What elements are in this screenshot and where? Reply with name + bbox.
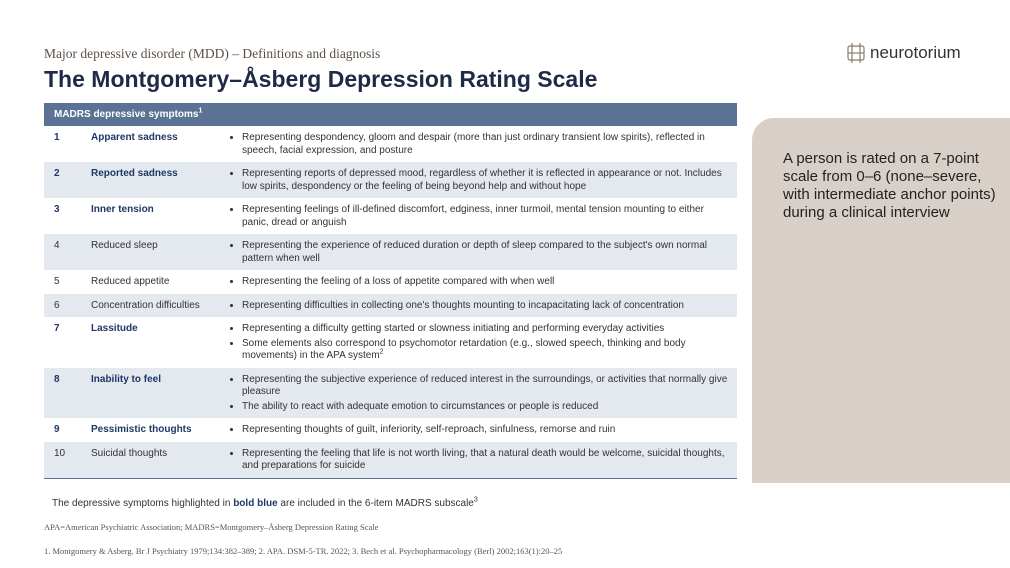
bullet: The ability to react with adequate emoti…	[242, 401, 731, 414]
description: Representing reports of depressed mood, …	[228, 162, 738, 198]
bullet: Some elements also correspond to psychom…	[242, 338, 731, 363]
subtitle: Major depressive disorder (MDD) – Defini…	[44, 46, 381, 61]
description: Representing difficulties in collecting …	[228, 293, 738, 317]
row-number: 4	[44, 234, 91, 270]
note-text: are included in the 6-item MADRS subscal…	[277, 498, 474, 509]
abbreviations: APA=American Psychiatric Association; MA…	[44, 522, 379, 532]
bullet-list: Representing a difficulty getting starte…	[228, 323, 731, 363]
symptom-name: Lassitude	[91, 323, 138, 334]
note-text: The depressive symptoms highlighted in	[52, 498, 234, 509]
bullet-list: Representing the experience of reduced d…	[228, 240, 731, 265]
bullet: Representing difficulties in collecting …	[242, 300, 731, 313]
description: Representing feelings of ill-defined dis…	[228, 198, 737, 234]
bullet-list: Representing the feeling that life is no…	[228, 448, 731, 473]
logo-text: neurotorium	[870, 43, 961, 62]
references: 1. Montgomery & Asberg. Br J Psychiatry …	[44, 546, 563, 556]
description: Representing despondency, gloom and desp…	[228, 126, 737, 162]
description: Representing the subjective experience o…	[228, 367, 738, 418]
bullet-list: Representing reports of depressed mood, …	[228, 168, 731, 193]
row-number: 3	[54, 204, 60, 215]
table-row: 3 Inner tension Representing feelings of i…	[44, 198, 737, 234]
title: The Montgomery–Åsberg Depression Rating …	[44, 66, 598, 92]
symptom-name: Concentration difficulties	[91, 293, 228, 317]
description: Representing a difficulty getting starte…	[228, 317, 737, 368]
logo: neurotorium	[846, 42, 961, 64]
symptom-name: Reduced sleep	[91, 234, 228, 270]
table-header-row: MADRS depressive symptoms1	[44, 103, 738, 126]
description: Representing the feeling that life is no…	[228, 441, 738, 479]
header-text: MADRS depressive symptoms	[54, 109, 199, 120]
bullet-text: Some elements also correspond to psychom…	[242, 337, 686, 362]
description: Representing the feeling of a loss of ap…	[228, 270, 737, 294]
symptom-name: Reported sadness	[91, 162, 228, 198]
row-number: 5	[54, 276, 60, 287]
row-number: 2	[44, 162, 91, 198]
row-number: 7	[54, 323, 60, 334]
symptom-name: Apparent sadness	[91, 132, 178, 143]
description: Representing the experience of reduced d…	[228, 234, 738, 270]
bullet-list: Representing difficulties in collecting …	[228, 300, 731, 313]
panel-text: A person is rated on a 7-point scale fro…	[783, 150, 996, 221]
note-emphasis: bold blue	[233, 498, 278, 509]
bullet-list: Representing the subjective experience o…	[228, 374, 731, 414]
symptom-name: Inner tension	[91, 204, 154, 215]
header-sup: 1	[198, 107, 203, 115]
symptom-name: Reduced appetite	[91, 276, 170, 287]
table-row: 5 Reduced appetite Representing the feelin…	[44, 270, 737, 294]
bullet: Representing reports of depressed mood, …	[242, 168, 731, 193]
bullet-sup: 2	[379, 348, 384, 356]
symptom-name: Inability to feel	[91, 367, 228, 418]
row-number: 9	[54, 424, 60, 435]
symptom-name: Suicidal thoughts	[91, 441, 228, 479]
note-sup: 3	[473, 496, 478, 504]
bullet: Representing the feeling that life is no…	[242, 448, 731, 473]
row-number: 8	[44, 367, 91, 418]
table-row: 1 Apparent sadness Representing despondenc…	[44, 126, 737, 162]
bullet: Representing despondency, gloom and desp…	[242, 132, 731, 157]
logo-icon	[847, 43, 865, 63]
table-row: 9 Pessimistic thoughts Representing though…	[44, 418, 737, 442]
bullet-list: Representing feelings of ill-defined dis…	[228, 204, 731, 229]
bullet-list: Representing despondency, gloom and desp…	[228, 132, 731, 157]
bullet: Representing the subjective experience o…	[242, 374, 731, 399]
symptom-table: MADRS depressive symptoms1 1 Apparent sad…	[44, 103, 738, 479]
symptom-name: Pessimistic thoughts	[91, 424, 192, 435]
table-row: 7 Lassitude Representing a difficulty gett…	[44, 317, 737, 368]
table-header: MADRS depressive symptoms1	[44, 103, 738, 126]
row-number: 1	[54, 132, 60, 143]
info-panel: A person is rated on a 7-point scale fro…	[752, 118, 1010, 483]
bullet-list: Representing the feeling of a loss of ap…	[228, 276, 731, 289]
row-number: 6	[44, 293, 91, 317]
row-number: 10	[44, 441, 91, 479]
bullet: Representing feelings of ill-defined dis…	[242, 204, 731, 229]
bullet: Representing the feeling of a loss of ap…	[242, 276, 731, 289]
bullet: Representing thoughts of guilt, inferior…	[242, 424, 731, 437]
note: The depressive symptoms highlighted in b…	[52, 496, 478, 509]
bullet-list: Representing thoughts of guilt, inferior…	[228, 424, 731, 437]
bullet: Representing the experience of reduced d…	[242, 240, 731, 265]
description: Representing thoughts of guilt, inferior…	[228, 418, 737, 442]
bullet: Representing a difficulty getting starte…	[242, 323, 731, 336]
